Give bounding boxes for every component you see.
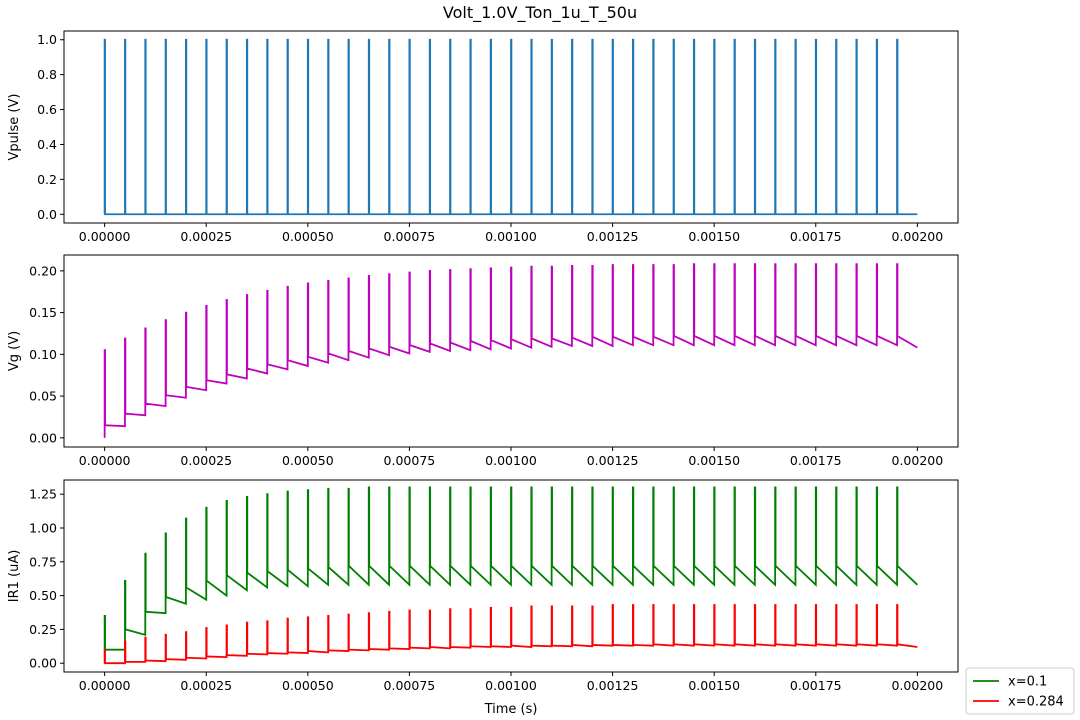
x-tick-label: 0.00050 — [282, 678, 334, 693]
x-tick-label: 0.00175 — [790, 453, 842, 468]
x-tick-label: 0.00075 — [384, 453, 436, 468]
panel-3: 0.00 0.25 0.50 0.75 1.00 1.25 0.00000 0.00025 0.… — [7, 479, 959, 693]
series-line-x-0-1 — [103, 486, 918, 651]
y-tick-label: 1.00 — [29, 521, 57, 536]
x-tick-label: 0.00175 — [790, 229, 842, 244]
y-tick-label: 0.25 — [29, 622, 57, 637]
x-tick-label: 0.00050 — [282, 229, 334, 244]
x-tick-label: 0.00000 — [79, 453, 131, 468]
x-tick-label: 0.00150 — [688, 229, 740, 244]
x-tick-label: 0.00200 — [892, 678, 944, 693]
y-axis-label: Vg (V) — [7, 331, 22, 371]
x-tick-label: 0.00050 — [282, 453, 334, 468]
series-line-x-0-284 — [103, 604, 918, 665]
chart-panels: 0.00.20.40.60.81.00.00000 0.00025 0.00050 0… — [7, 30, 959, 693]
x-axis-label: Time (s) — [484, 702, 538, 717]
legend-box — [965, 667, 1075, 715]
legend-label: x=0.1 — [1008, 675, 1047, 690]
y-tick-label: 0.0 — [37, 207, 57, 222]
x-tick-label: 0.00200 — [892, 453, 944, 468]
y-tick-label: 0.8 — [37, 67, 57, 82]
y-tick-label: 0.6 — [37, 102, 57, 117]
y-tick-label: 1.25 — [29, 487, 57, 502]
y-tick-label: 0.20 — [29, 263, 57, 278]
y-axis-label: IR1 (uA) — [7, 550, 22, 603]
x-tick-label: 0.00100 — [485, 229, 537, 244]
y-tick-label: 0.2 — [37, 172, 57, 187]
y-axis-label: Vpulse (V) — [7, 94, 22, 161]
x-tick-label: 0.00075 — [384, 229, 436, 244]
panel-1: 0.0 0.2 0.4 0.6 0.8 1.0 0.00000 0.00025 0.00050 0… — [7, 30, 959, 244]
x-tick-label: 0.00000 — [79, 229, 131, 244]
x-tick-label: 0.00025 — [180, 229, 232, 244]
x-tick-label: 0.00150 — [688, 453, 740, 468]
x-tick-label: 0.00125 — [587, 453, 639, 468]
x-tick-label: 0.00125 — [587, 229, 639, 244]
y-tick-label: 0.10 — [29, 347, 57, 362]
x-tick-label: 0.00100 — [485, 678, 537, 693]
series-line-panel-1 — [103, 38, 918, 216]
legend: x=0.1 x=0.284 — [965, 667, 1075, 715]
y-tick-label: 0.75 — [29, 554, 57, 569]
y-tick-label: 0.50 — [29, 588, 57, 603]
y-tick-label: 0.00 — [29, 430, 57, 445]
x-tick-label: 0.00025 — [180, 453, 232, 468]
y-tick-label: 0.00 — [29, 656, 57, 671]
y-tick-label: 0.4 — [37, 137, 57, 152]
x-tick-label: 0.00025 — [180, 678, 232, 693]
legend-label: x=0.284 — [1008, 695, 1064, 710]
y-tick-label: 0.15 — [29, 305, 57, 320]
x-tick-label: 0.00150 — [688, 678, 740, 693]
series-line-panel-2 — [103, 263, 918, 438]
x-tick-label: 0.00000 — [79, 678, 131, 693]
x-tick-label: 0.00125 — [587, 678, 639, 693]
figure-title: Volt_1.0V_Ton_1u_T_50u — [443, 3, 637, 23]
x-tick-label: 0.00175 — [790, 678, 842, 693]
y-tick-label: 0.05 — [29, 389, 57, 404]
panel-2: 0.00 0.05 0.10 0.15 0.20 0.00000 0.00025 0.0005… — [7, 254, 959, 468]
x-tick-label: 0.00075 — [384, 678, 436, 693]
y-tick-label: 1.0 — [37, 32, 57, 47]
x-tick-label: 0.00100 — [485, 453, 537, 468]
x-tick-label: 0.00200 — [892, 229, 944, 244]
